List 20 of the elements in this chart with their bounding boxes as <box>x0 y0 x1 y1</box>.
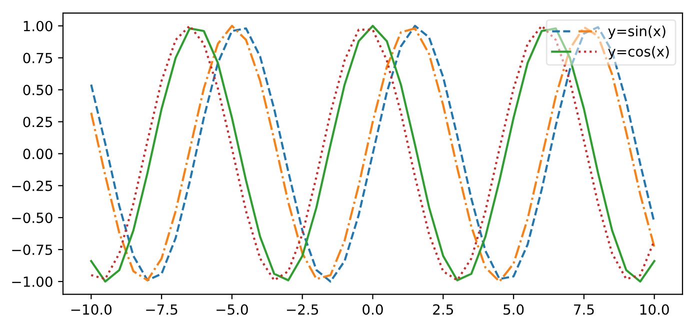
x-tick-label: −5.0 <box>216 304 248 315</box>
legend-label: y=sin(x) <box>608 26 666 40</box>
y-tick-label: 0.75 <box>23 52 52 64</box>
x-tick-label: 5.0 <box>504 304 524 315</box>
y-tick-label: −0.50 <box>12 212 52 224</box>
y-tick-label: 1.00 <box>24 20 52 32</box>
x-tick-label: −2.5 <box>286 304 318 315</box>
x-tick-label: −10.0 <box>71 304 112 315</box>
x-tick-label: −7.5 <box>146 304 178 315</box>
x-tick-label: 10.0 <box>640 304 669 315</box>
y-tick-label: 0.50 <box>23 84 52 96</box>
legend-label: y=cos(x) <box>608 46 669 60</box>
x-tick-label: 0.0 <box>362 304 383 315</box>
x-tick-label: 7.5 <box>574 304 594 315</box>
y-tick-label: −0.25 <box>12 180 52 192</box>
y-tick-label: 0.00 <box>23 148 52 160</box>
x-tick-label: 2.5 <box>433 304 453 315</box>
y-tick-label: −0.75 <box>12 244 52 256</box>
y-tick-label: −1.00 <box>12 276 52 287</box>
y-tick-label: 0.25 <box>23 116 52 128</box>
